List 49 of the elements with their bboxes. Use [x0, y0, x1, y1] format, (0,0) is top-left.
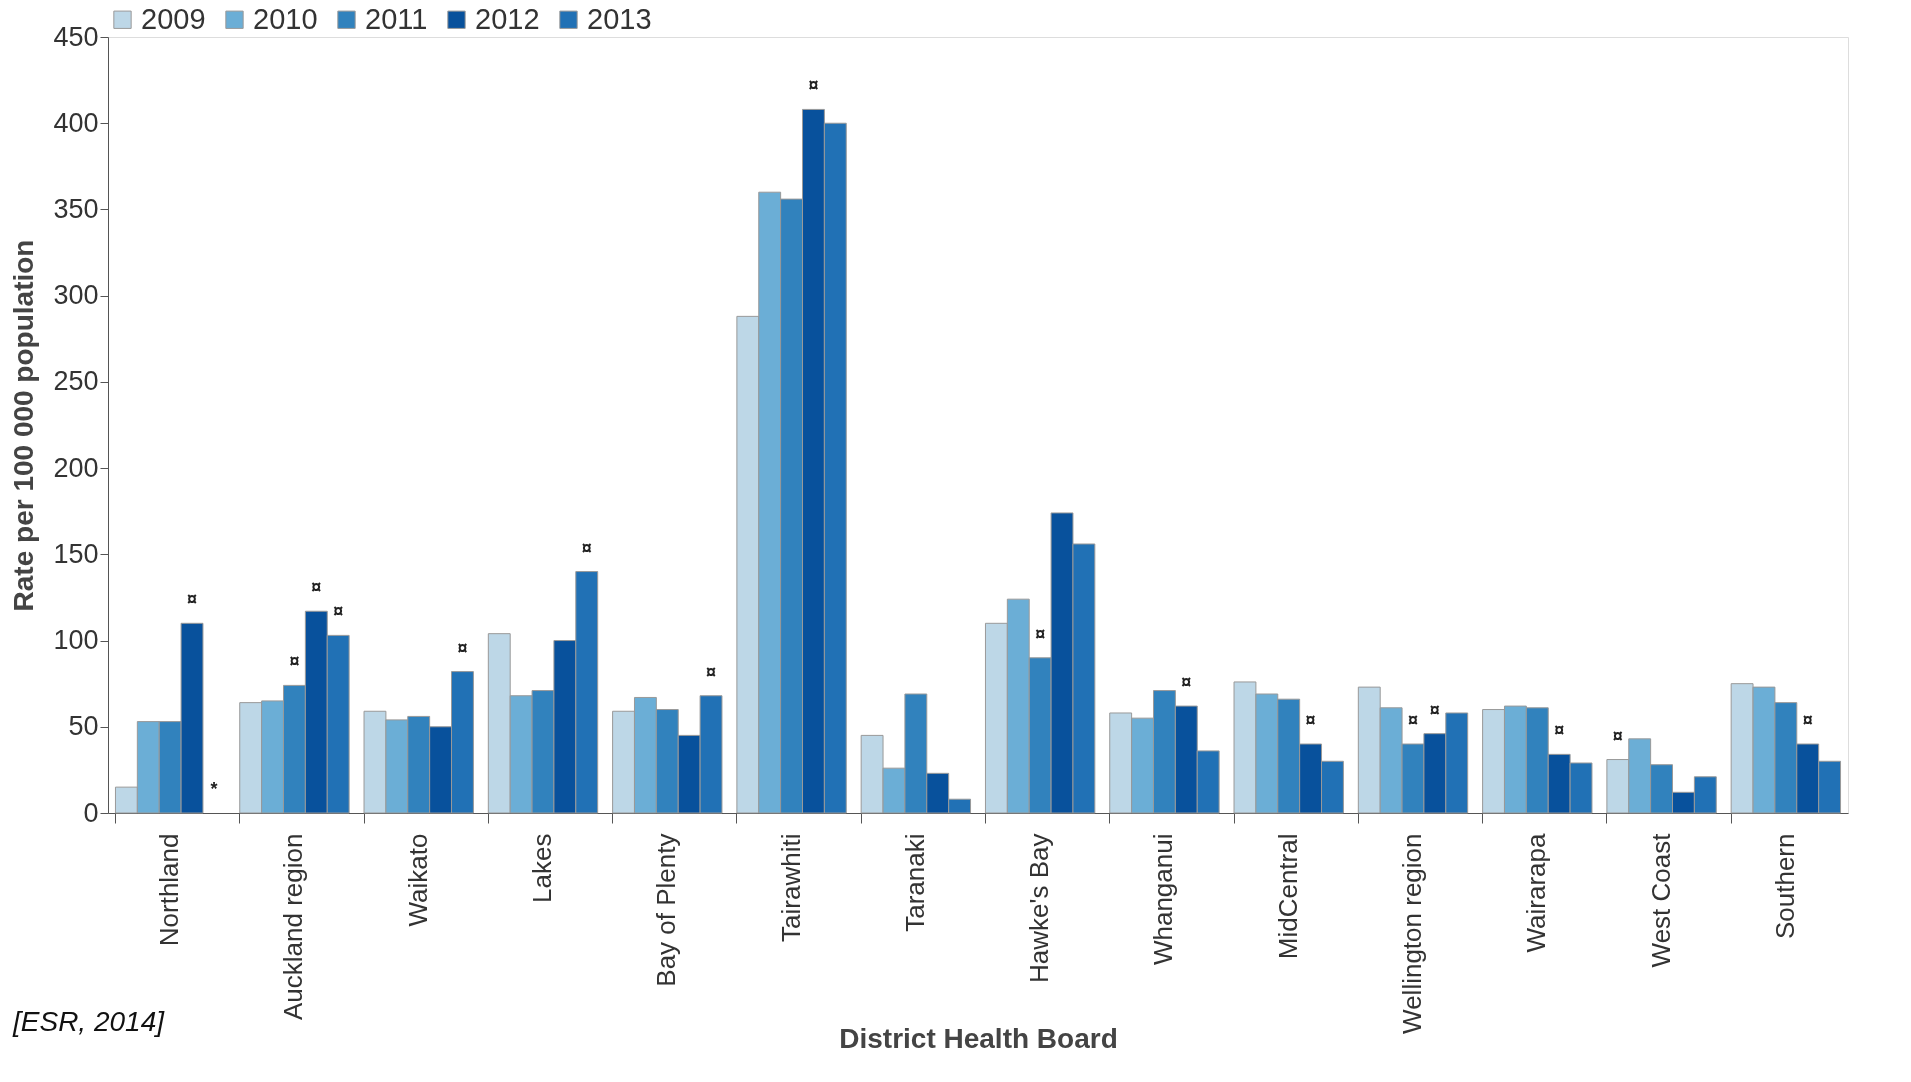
- y-tick-label: 0: [83, 797, 99, 828]
- y-tick-label: 400: [53, 107, 99, 138]
- x-tick-label: MidCentral: [1272, 833, 1303, 960]
- x-tick-label: Southern: [1769, 833, 1800, 940]
- x-tick-label: Northland: [154, 833, 185, 947]
- x-tick-label: Whanganui: [1148, 833, 1179, 966]
- y-tick-label: 250: [53, 366, 99, 397]
- data-label: ¤: [457, 637, 468, 658]
- legend-label: 2010: [253, 2, 318, 35]
- x-tick-label: Lakes: [527, 833, 557, 903]
- y-tick-label: 200: [53, 452, 99, 483]
- data-label: ¤: [706, 661, 717, 682]
- data-label: ¤: [1612, 725, 1623, 746]
- data-label: ¤: [187, 589, 198, 610]
- x-tick-label: Bay of Plenty: [651, 833, 682, 987]
- data-label: ¤: [1429, 699, 1440, 720]
- legend-label: 2012: [475, 2, 540, 35]
- y-tick-label: 300: [53, 280, 99, 311]
- y-tick-label: 350: [53, 193, 99, 224]
- y-tick-label: 100: [53, 625, 99, 656]
- legend-label: 2009: [141, 2, 206, 35]
- legend-label: 2013: [587, 2, 652, 35]
- data-label: ¤: [1181, 672, 1192, 693]
- data-label: ¤: [1554, 720, 1565, 741]
- x-tick-label: Wellington region: [1397, 833, 1427, 1034]
- data-label: ¤: [581, 537, 592, 558]
- x-axis-title: District Health Board: [839, 1022, 1118, 1054]
- data-label: ¤: [1305, 710, 1316, 731]
- text: *: [210, 779, 218, 799]
- data-label: ¤: [333, 601, 344, 622]
- x-tick-label: Waikato: [402, 833, 433, 927]
- y-axis-title: Rate per 100 000 population: [8, 239, 40, 612]
- x-tick-label: Hawke's Bay: [1024, 833, 1055, 983]
- x-tick-label: Auckland region: [278, 833, 309, 1020]
- y-tick-label: 50: [68, 711, 99, 742]
- x-tick-label: Taranaki: [899, 833, 930, 932]
- data-label: ¤: [1035, 623, 1046, 644]
- data-label: ¤: [808, 75, 819, 96]
- data-label: ¤: [311, 577, 322, 598]
- x-tick-label: Wairarapa: [1521, 832, 1552, 953]
- y-tick-label: 150: [53, 538, 99, 569]
- y-tick-label: 450: [53, 21, 99, 52]
- data-label: ¤: [289, 651, 300, 672]
- legend-label: 2011: [365, 2, 428, 35]
- data-label: ¤: [1407, 710, 1419, 731]
- x-tick-label: West Coast: [1645, 832, 1676, 968]
- data-label: ¤: [1802, 710, 1813, 731]
- x-tick-label: Tairawhiti: [775, 833, 806, 942]
- text: [ESR, 2014]: [12, 1006, 166, 1037]
